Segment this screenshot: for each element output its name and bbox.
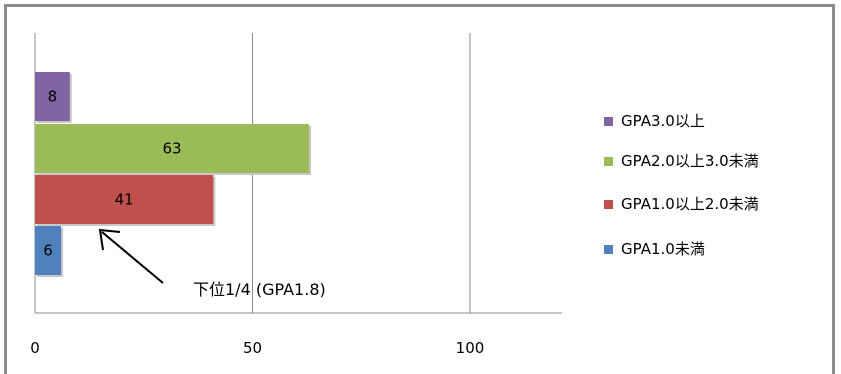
data-label-1: 8 xyxy=(48,88,58,106)
legend-entry-2: GPA2.0以上3.0未満 xyxy=(621,152,759,170)
annotation-arrow-shaft xyxy=(101,231,164,284)
x-tick-label-50: 50 xyxy=(243,339,262,357)
legend-swatch-1 xyxy=(604,117,613,126)
bars xyxy=(35,72,312,277)
bar-3 xyxy=(35,175,214,224)
legend-swatch-3 xyxy=(604,200,613,209)
legend-swatch-4 xyxy=(604,245,613,254)
legend-entry-3: GPA1.0以上2.0未満 xyxy=(621,195,759,213)
annotation-text: 下位1/4 (GPA1.8) xyxy=(193,280,326,299)
annotation: 下位1/4 (GPA1.8) xyxy=(98,228,326,299)
x-tick-label-100: 100 xyxy=(456,339,485,357)
data-label-2: 63 xyxy=(162,140,181,158)
bar-1 xyxy=(35,72,70,121)
x-tick-label-0: 0 xyxy=(30,339,40,357)
legend: GPA3.0以上 GPA2.0以上3.0未満 GPA1.0以上2.0未満 GPA1.0… xyxy=(604,112,759,258)
legend-entry-1: GPA3.0以上 xyxy=(621,112,705,130)
chart-frame xyxy=(4,4,835,374)
annotation-arrow-head xyxy=(98,228,121,251)
data-labels: 8 63 41 6 xyxy=(43,88,181,260)
data-label-4: 6 xyxy=(43,242,53,260)
data-label-3: 41 xyxy=(115,191,134,209)
legend-swatch-2 xyxy=(604,157,613,166)
legend-entry-4: GPA1.0未満 xyxy=(621,240,705,258)
x-tick-labels: 0 50 100 xyxy=(30,339,484,357)
bar-2 xyxy=(35,124,310,173)
bar-4 xyxy=(35,226,62,275)
